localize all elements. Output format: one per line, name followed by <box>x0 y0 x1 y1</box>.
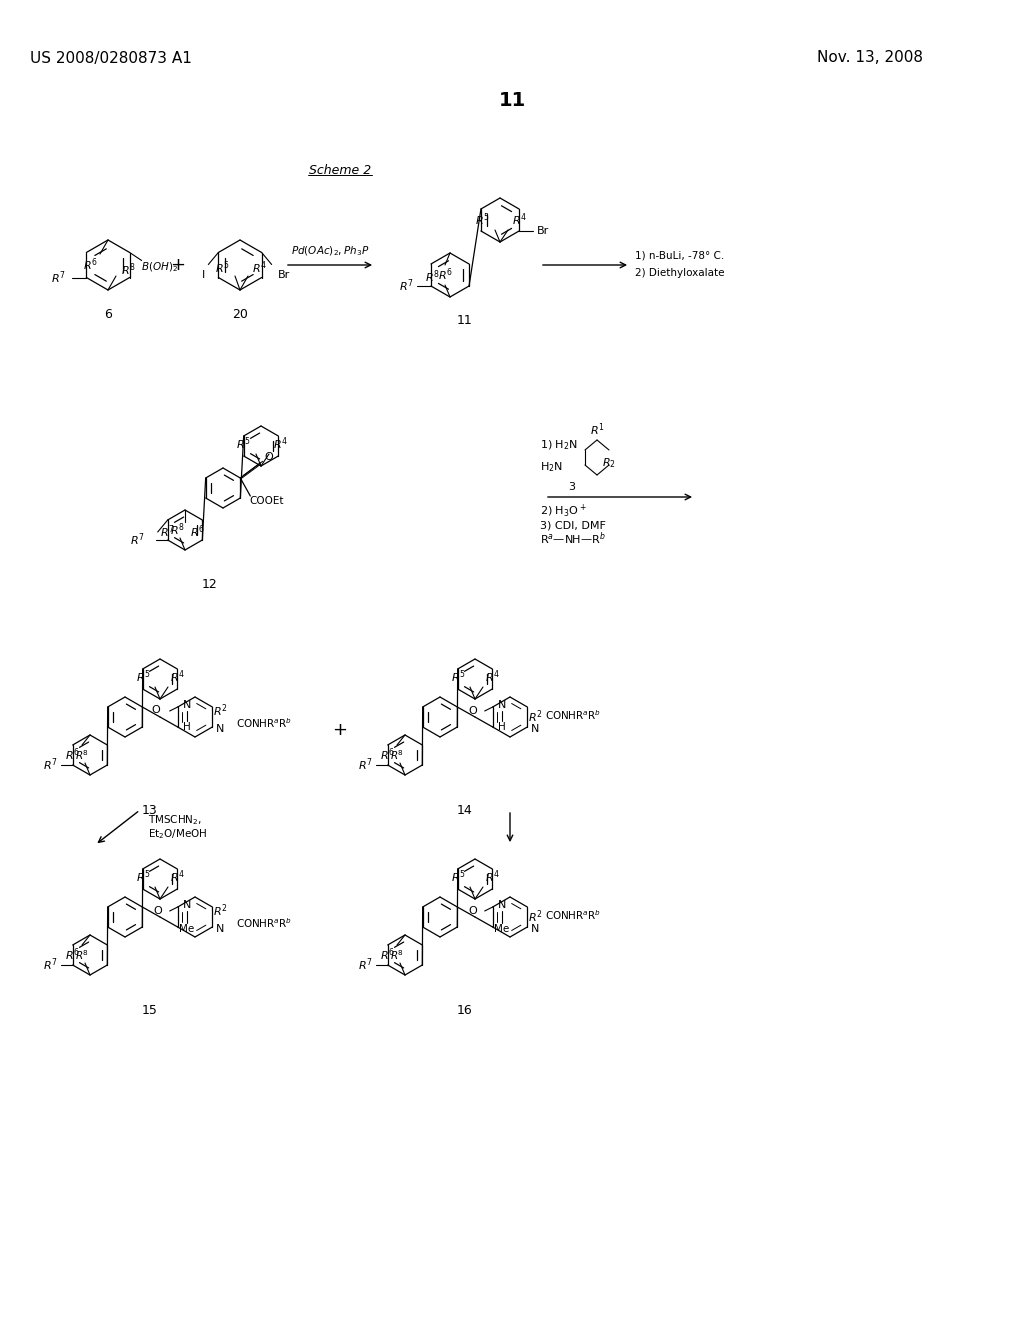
Text: $R^8$: $R^8$ <box>121 261 135 279</box>
Text: $R^7$: $R^7$ <box>358 957 373 973</box>
Text: $R^6$: $R^6$ <box>189 524 205 540</box>
Text: 1) H$_2$N: 1) H$_2$N <box>540 438 578 451</box>
Text: Me: Me <box>495 924 510 935</box>
Text: $R^2$: $R^2$ <box>213 903 227 919</box>
Text: $R^7$: $R^7$ <box>358 756 373 774</box>
Text: $R^6$: $R^6$ <box>380 747 394 763</box>
Text: 14: 14 <box>457 804 473 817</box>
Text: $R^1$: $R^1$ <box>590 421 604 438</box>
Text: 11: 11 <box>499 91 525 110</box>
Text: $R^7$: $R^7$ <box>43 756 58 774</box>
Text: Me: Me <box>179 924 195 935</box>
Text: TMSCHN$_2$,: TMSCHN$_2$, <box>148 813 202 826</box>
Text: $R^2$: $R^2$ <box>213 702 227 719</box>
Text: $R^8$: $R^8$ <box>170 521 184 539</box>
Text: $R^4$: $R^4$ <box>485 669 501 685</box>
Text: O: O <box>468 906 477 916</box>
Text: N: N <box>216 723 224 734</box>
Text: $R^6$: $R^6$ <box>65 946 80 964</box>
Text: I: I <box>202 269 205 280</box>
Text: $Pd(OAc)_2,Ph_3P$: $Pd(OAc)_2,Ph_3P$ <box>291 244 369 257</box>
Text: N: N <box>498 900 506 909</box>
Text: 2) Diethyloxalate: 2) Diethyloxalate <box>635 268 725 279</box>
Text: $R^5$: $R^5$ <box>236 436 251 453</box>
Text: $R^7$: $R^7$ <box>398 277 414 294</box>
Text: $R^7$: $R^7$ <box>160 524 174 540</box>
Text: Br: Br <box>537 226 549 236</box>
Text: $R^7$: $R^7$ <box>130 532 145 548</box>
Text: N: N <box>531 723 540 734</box>
Text: $R^4$: $R^4$ <box>170 669 185 685</box>
Text: N: N <box>498 700 506 710</box>
Text: O: O <box>264 451 272 462</box>
Text: O: O <box>468 706 477 715</box>
Text: $R^4$: $R^4$ <box>512 211 527 228</box>
Text: $R^6$: $R^6$ <box>65 747 80 763</box>
Text: R$^a$—NH—R$^b$: R$^a$—NH—R$^b$ <box>540 531 606 548</box>
Text: 12: 12 <box>202 578 218 591</box>
Text: $R^4$: $R^4$ <box>253 260 267 276</box>
Text: $R_2$: $R_2$ <box>602 457 615 470</box>
Text: $R^5$: $R^5$ <box>135 869 151 886</box>
Text: $R^8$: $R^8$ <box>75 948 89 962</box>
Text: $R^2$: $R^2$ <box>528 709 543 725</box>
Text: $R^4$: $R^4$ <box>485 869 501 886</box>
Text: Br: Br <box>278 269 290 280</box>
Text: COOEt: COOEt <box>249 496 284 506</box>
Text: $R^5$: $R^5$ <box>475 211 489 228</box>
Text: N: N <box>183 700 191 710</box>
Text: $R^5$: $R^5$ <box>451 669 465 685</box>
Text: 13: 13 <box>142 804 158 817</box>
Text: $R^2$: $R^2$ <box>528 908 543 925</box>
Text: $R^6$: $R^6$ <box>380 946 394 964</box>
Text: H: H <box>183 722 190 733</box>
Text: H$_2$N: H$_2$N <box>540 461 563 474</box>
Text: +: + <box>171 256 185 275</box>
Text: O: O <box>154 906 162 916</box>
Text: $R^7$: $R^7$ <box>43 957 58 973</box>
Text: $R^6$: $R^6$ <box>83 256 97 273</box>
Text: 3: 3 <box>568 482 575 492</box>
Text: $R^5$: $R^5$ <box>215 260 229 276</box>
Text: N: N <box>183 900 191 909</box>
Text: Nov. 13, 2008: Nov. 13, 2008 <box>817 50 923 66</box>
Text: $R^5$: $R^5$ <box>451 869 465 886</box>
Text: 3) CDI, DMF: 3) CDI, DMF <box>540 520 606 531</box>
Text: 6: 6 <box>104 309 112 322</box>
Text: CONHR$^a$R$^b$: CONHR$^a$R$^b$ <box>237 916 293 929</box>
Text: 11: 11 <box>457 314 473 326</box>
Text: $B(OH)_2$: $B(OH)_2$ <box>141 261 178 275</box>
Text: 20: 20 <box>232 309 248 322</box>
Text: N: N <box>216 924 224 935</box>
Text: 2) H$_3$O$^+$: 2) H$_3$O$^+$ <box>540 503 587 520</box>
Text: $R^8$: $R^8$ <box>75 748 89 762</box>
Text: H: H <box>498 722 506 733</box>
Text: $R^4$: $R^4$ <box>170 869 185 886</box>
Text: O: O <box>152 705 160 715</box>
Text: US 2008/0280873 A1: US 2008/0280873 A1 <box>30 50 191 66</box>
Text: $R^8$: $R^8$ <box>390 748 404 762</box>
Text: CONHR$^a$R$^b$: CONHR$^a$R$^b$ <box>545 708 601 722</box>
Text: 15: 15 <box>142 1003 158 1016</box>
Text: $R^5$: $R^5$ <box>135 669 151 685</box>
Text: CONHR$^a$R$^b$: CONHR$^a$R$^b$ <box>545 908 601 921</box>
Text: $R^4$: $R^4$ <box>273 436 289 453</box>
Text: CONHR$^a$R$^b$: CONHR$^a$R$^b$ <box>237 715 293 730</box>
Text: N: N <box>531 924 540 935</box>
Text: $R^8$: $R^8$ <box>425 269 439 285</box>
Text: $R^8$: $R^8$ <box>390 948 404 962</box>
Text: +: + <box>333 721 347 739</box>
Text: $R^6$: $R^6$ <box>437 267 453 284</box>
Text: 1) n-BuLi, -78° C.: 1) n-BuLi, -78° C. <box>635 249 724 260</box>
Text: Scheme 2: Scheme 2 <box>309 164 371 177</box>
Text: Et$_2$O/MeOH: Et$_2$O/MeOH <box>148 828 208 841</box>
Text: $R^7$: $R^7$ <box>51 269 66 286</box>
Text: 16: 16 <box>457 1003 473 1016</box>
